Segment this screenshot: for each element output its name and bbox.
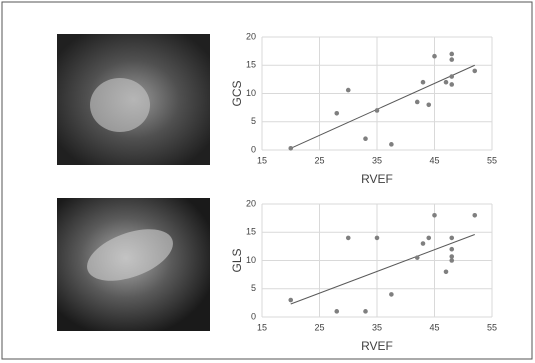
- y-tick-label: 10: [246, 88, 256, 98]
- data-point: [449, 258, 454, 263]
- y-tick-label: 10: [246, 255, 256, 265]
- x-tick-label: 15: [257, 322, 267, 332]
- data-point: [449, 74, 454, 79]
- y-tick-label: 15: [246, 60, 256, 70]
- y-tick-label: 20: [246, 31, 256, 41]
- data-point: [389, 292, 394, 297]
- data-point: [472, 69, 477, 74]
- data-point: [449, 57, 454, 62]
- data-point: [288, 298, 293, 303]
- y-tick-label: 15: [246, 227, 256, 237]
- x-tick-label: 45: [429, 155, 439, 165]
- y-tick-label: 5: [251, 283, 256, 293]
- data-point: [449, 236, 454, 241]
- mri-ventricle: [90, 78, 150, 132]
- data-point: [472, 213, 477, 218]
- data-point: [375, 236, 380, 241]
- figure: 0 5 10 15 20 15 25 35 45 55 RVEF GCS 0 5 10 15 20 15 25 35 4…: [0, 0, 535, 363]
- y-axis-label: GLS: [230, 248, 244, 272]
- data-point: [426, 103, 431, 108]
- x-tick-label: 35: [372, 155, 382, 165]
- data-point: [432, 54, 437, 59]
- data-point: [426, 236, 431, 241]
- y-tick-label: 20: [246, 198, 256, 208]
- data-point: [421, 241, 426, 246]
- data-point: [449, 254, 454, 259]
- data-point: [375, 108, 380, 113]
- data-point: [421, 80, 426, 85]
- data-point: [415, 100, 420, 105]
- x-tick-label: 25: [314, 155, 324, 165]
- data-point: [363, 136, 368, 141]
- y-tick-label: 0: [251, 311, 256, 321]
- x-axis-label: RVEF: [361, 172, 393, 186]
- data-point: [346, 88, 351, 93]
- data-point: [363, 309, 368, 314]
- data-point: [334, 309, 339, 314]
- x-tick-label: 45: [429, 322, 439, 332]
- data-point: [444, 80, 449, 85]
- data-point: [415, 255, 420, 260]
- data-point: [449, 247, 454, 252]
- y-axis-label: GCS: [230, 80, 244, 106]
- data-point: [334, 111, 339, 116]
- data-point: [389, 142, 394, 147]
- y-tick-label: 0: [251, 144, 256, 154]
- x-tick-label: 35: [372, 322, 382, 332]
- data-point: [288, 146, 293, 151]
- x-tick-label: 15: [257, 155, 267, 165]
- x-tick-label: 25: [314, 322, 324, 332]
- y-tick-label: 5: [251, 116, 256, 126]
- data-point: [432, 213, 437, 218]
- x-tick-label: 55: [487, 322, 497, 332]
- data-point: [444, 270, 449, 275]
- data-point: [449, 52, 454, 57]
- x-axis-label: RVEF: [361, 339, 393, 353]
- data-point: [346, 236, 351, 241]
- x-tick-label: 55: [487, 155, 497, 165]
- data-point: [449, 82, 454, 87]
